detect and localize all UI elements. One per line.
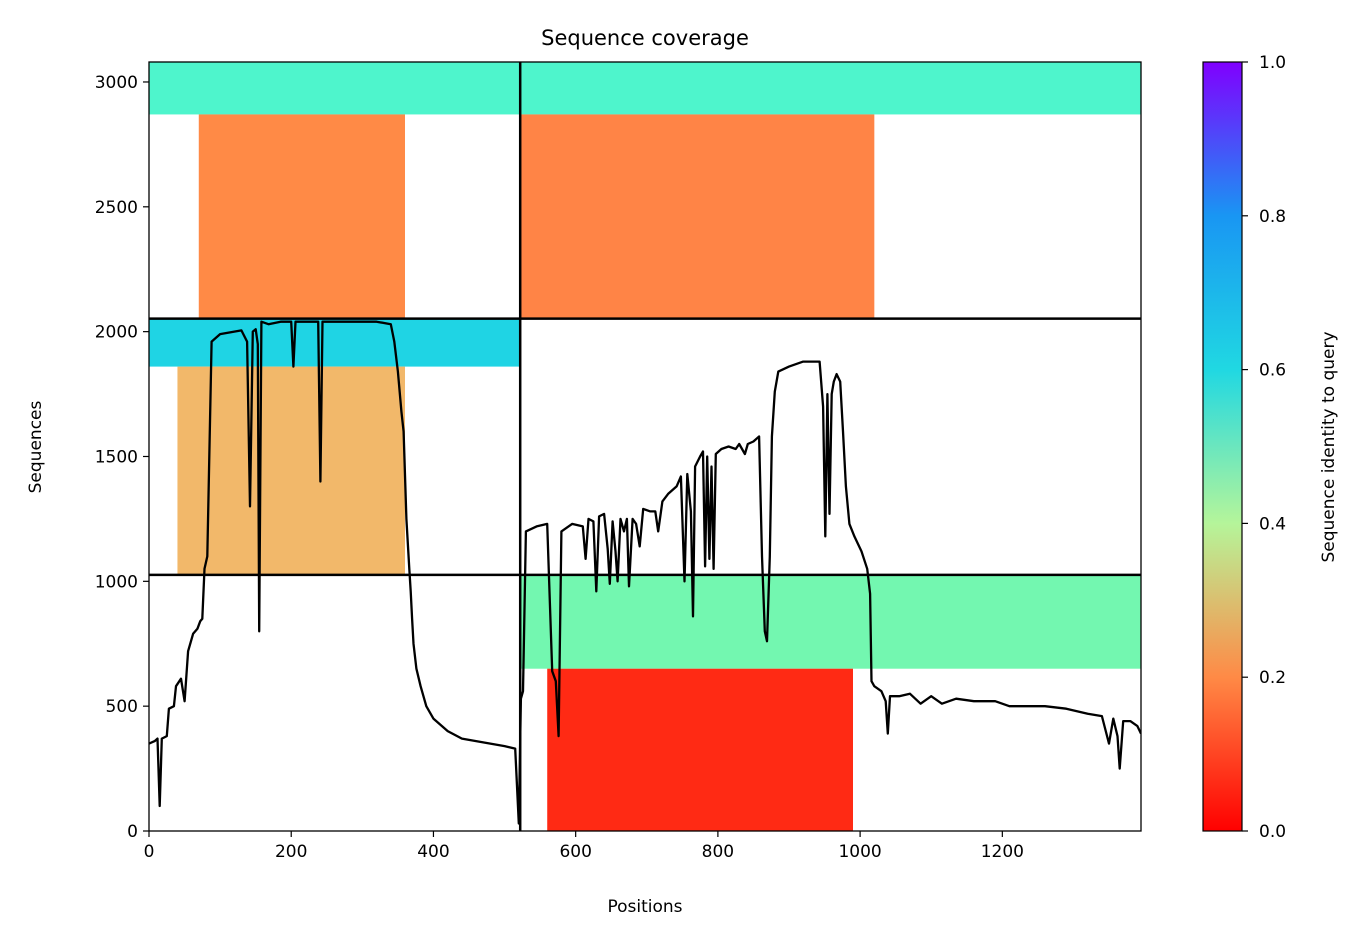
x-tick-label: 400 — [417, 842, 449, 862]
x-tick-label: 1000 — [838, 842, 881, 862]
block-low-identity-region — [547, 668, 853, 831]
y-axis-label: Sequences — [26, 401, 46, 494]
colorbar-tick-label: 1.0 — [1259, 53, 1286, 73]
colorbar-ticks: 0.0 0.2 0.4 0.6 0.8 1.0 — [1242, 53, 1286, 842]
chart-title: Sequence coverage — [541, 26, 749, 50]
y-tick-label: 500 — [106, 697, 138, 717]
y-axis-ticks: 0 500 1000 1500 2000 2500 3000 — [95, 73, 149, 842]
coverage-line — [149, 320, 1141, 825]
colorbar-tick-label: 0.8 — [1259, 207, 1286, 227]
colorbar — [1202, 61, 1243, 832]
block-upper-left — [149, 62, 521, 319]
y-tick-label: 3000 — [95, 73, 138, 93]
coverage-line-layer — [149, 320, 1141, 825]
plot-frame — [148, 61, 1142, 832]
y-tick-label: 2000 — [95, 323, 138, 343]
y-tick-label: 2500 — [95, 198, 138, 218]
block-middle-left — [149, 318, 521, 575]
colorbar-tick-label: 0.0 — [1259, 822, 1286, 842]
x-axis-label: Positions — [607, 897, 682, 917]
block-high-identity-band — [520, 62, 1141, 115]
coverage-heatmap — [149, 62, 1141, 831]
x-tick-label: 0 — [144, 842, 155, 862]
x-tick-label: 200 — [275, 842, 307, 862]
block-low-identity-region — [198, 114, 405, 319]
y-tick-label: 1000 — [95, 572, 138, 592]
block-lower-right — [520, 574, 1141, 831]
x-axis-ticks: 0 200 400 600 800 1000 1200 — [144, 831, 1024, 862]
block-high-identity-band — [149, 318, 521, 367]
y-tick-label: 1500 — [95, 447, 138, 467]
y-tick-label: 0 — [127, 822, 138, 842]
colorbar-label: Sequence identity to query — [1319, 331, 1339, 562]
block-high-identity-band — [520, 574, 1141, 669]
block-low-identity-region — [520, 114, 875, 319]
x-tick-label: 800 — [702, 842, 734, 862]
block-high-identity-band — [149, 62, 521, 115]
colorbar-tick-label: 0.4 — [1259, 514, 1286, 534]
colorbar-tick-label: 0.2 — [1259, 668, 1286, 688]
block-upper-right — [520, 62, 1141, 319]
x-tick-label: 1200 — [981, 842, 1024, 862]
colorbar-tick-label: 0.6 — [1259, 361, 1286, 381]
x-tick-label: 600 — [559, 842, 591, 862]
block-low-identity-region — [177, 366, 405, 575]
